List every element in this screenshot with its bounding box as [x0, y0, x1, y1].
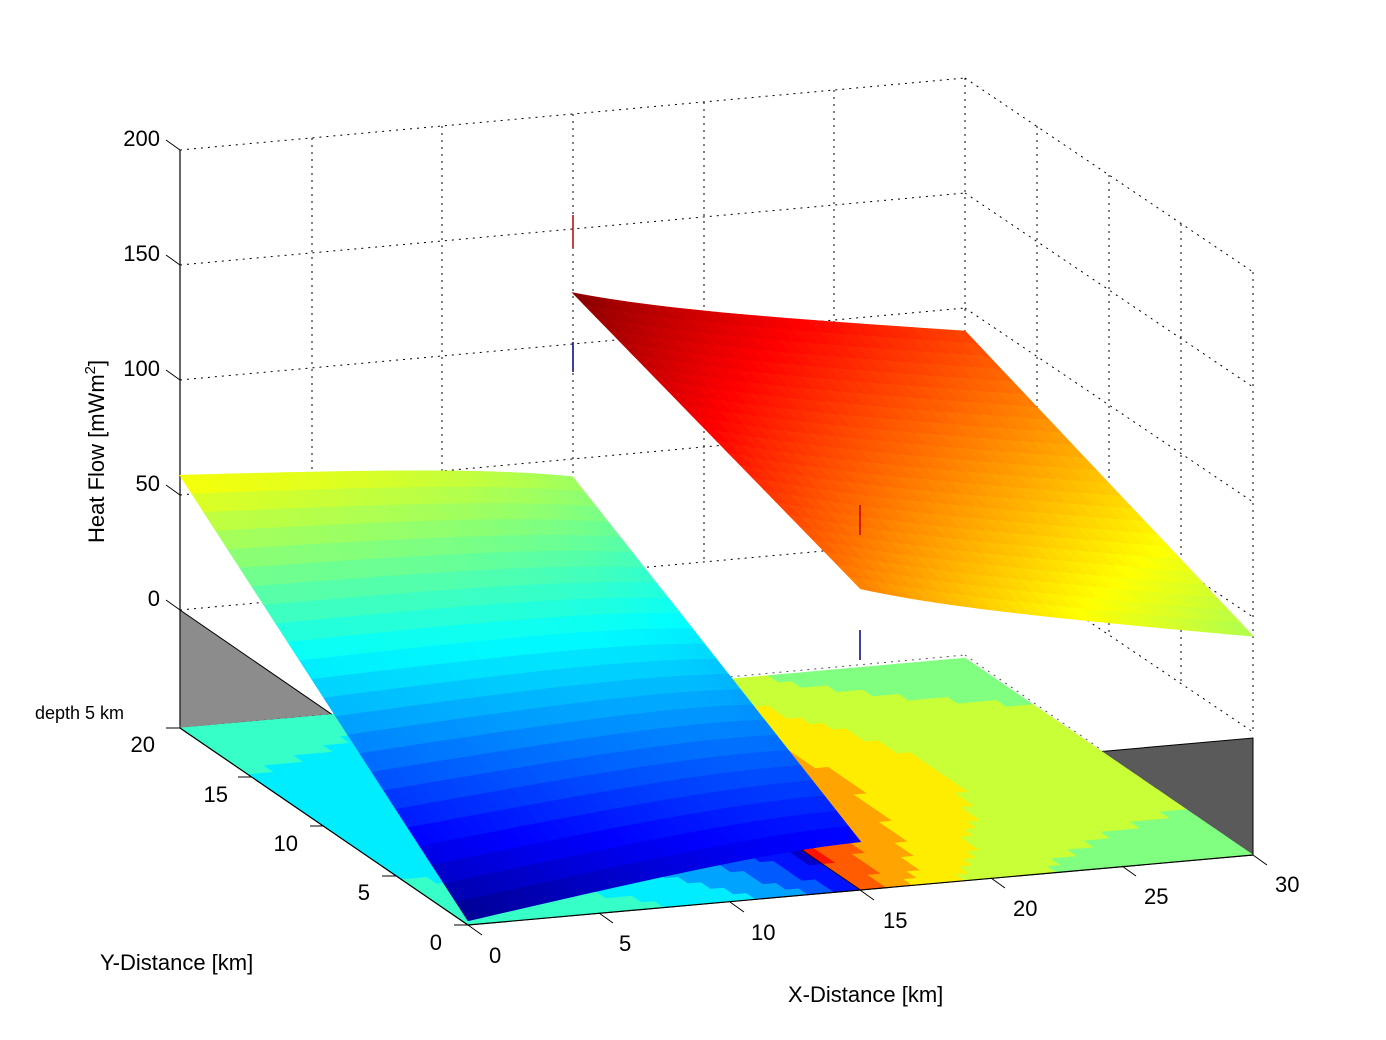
z-axis-label: Heat Flow [mWm2] [82, 360, 109, 543]
z-tick-label: 0 [148, 586, 160, 611]
surface-cell [834, 826, 862, 844]
y-axis-label: Y-Distance [km] [100, 950, 253, 975]
x-tick-label: 15 [883, 908, 907, 933]
x-tick-label: 5 [619, 931, 631, 956]
z-tick-label: 50 [136, 471, 160, 496]
x-tick-label: 30 [1275, 872, 1299, 897]
surface-cell [1226, 621, 1255, 637]
y-axis: 20 15 10 5 0 Y-Distance [km] depth 5 km [35, 703, 469, 975]
heat-flow-surfaces [179, 292, 1255, 922]
x-tick-label: 25 [1144, 884, 1168, 909]
surface-1 [571, 292, 1255, 637]
surface-0 [179, 470, 862, 922]
x-tick-label: 20 [1013, 896, 1037, 921]
y-tick-label: 20 [131, 732, 155, 757]
y-tick-label: 10 [274, 831, 298, 856]
x-axis-label: X-Distance [km] [788, 982, 943, 1007]
contour-cell [951, 657, 976, 667]
z-tick-label: 100 [123, 356, 160, 381]
fault-markers [572, 215, 861, 660]
z-tick-label: 200 [123, 126, 160, 151]
block-depth-label: depth 5 km [35, 703, 124, 723]
x-tick-label: 0 [489, 943, 501, 968]
z-axis: 200 150 100 50 0 Heat Flow [mWm2] [82, 126, 181, 725]
x-tick-label: 10 [751, 920, 775, 945]
y-tick-label: 5 [358, 880, 370, 905]
y-tick-label: 0 [430, 930, 442, 955]
z-tick-label: 150 [123, 241, 160, 266]
y-tick-label: 15 [204, 782, 228, 807]
x-axis: 0 5 10 15 20 25 30 X-Distance [km] [467, 854, 1299, 1007]
